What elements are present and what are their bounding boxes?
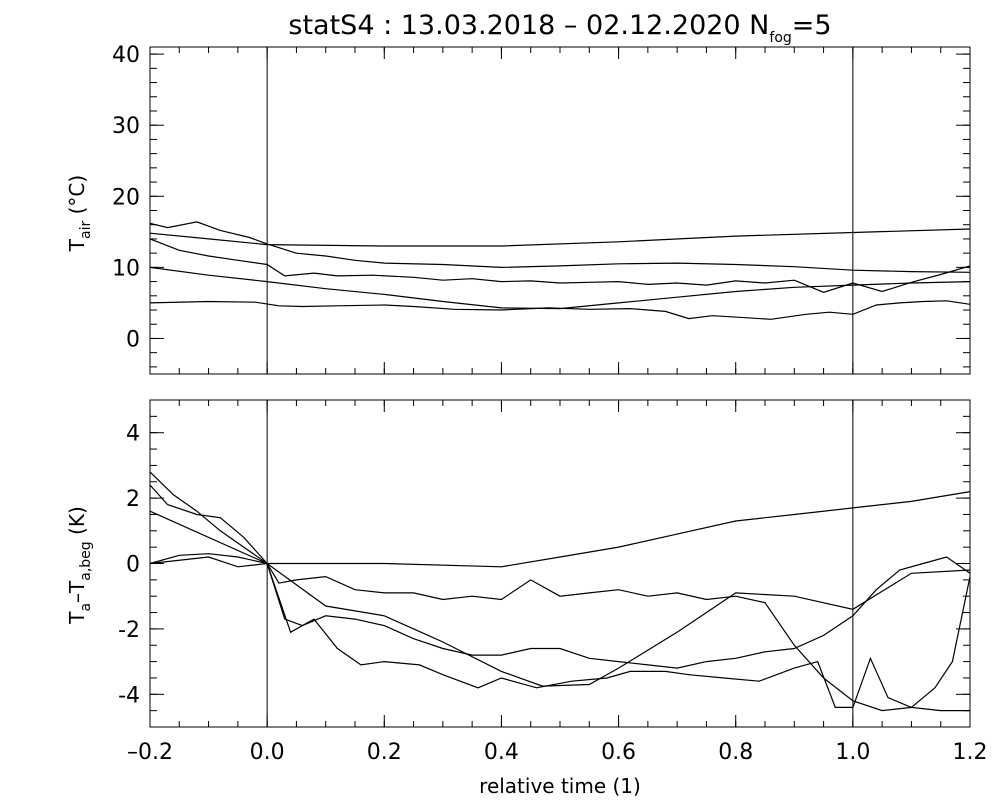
- y-tick-label: -4: [118, 683, 140, 708]
- y-axis-title-bottom: Ta–Ta,beg (K): [65, 506, 94, 625]
- y-tick-label: 30: [112, 114, 140, 139]
- y-axis-title-top: Tair (°C): [65, 175, 94, 252]
- series-line-5: [149, 300, 971, 320]
- x-tick-label: 0.8: [718, 740, 753, 765]
- y-tick-label: 10: [112, 256, 140, 281]
- series-line-1: [149, 228, 971, 247]
- title-main: statS4 : 13.03.2018 – 02.12.2020 N: [288, 10, 769, 41]
- reference-lines-top: [266, 47, 854, 374]
- series-line-2: [149, 221, 971, 273]
- y-tick-label: 4: [126, 422, 140, 447]
- y-tick-label: 2: [126, 487, 140, 512]
- ticks-top: [149, 47, 971, 374]
- x-tick-labels: –0.2 0.0 0.2 0.4 0.6 0.8 1.0 1.2: [127, 740, 988, 765]
- x-tick-label: –0.2: [127, 740, 173, 765]
- chart-title: statS4 : 13.03.2018 – 02.12.2020 Nfog=5: [288, 10, 831, 46]
- y-tick-label: -2: [118, 618, 140, 643]
- series-group-bottom: [149, 471, 971, 712]
- y-tick-labels-top: 0 10 20 30 40: [112, 43, 140, 352]
- series-line-3: [149, 484, 971, 669]
- x-tick-label: 0.2: [367, 740, 402, 765]
- series-line-2: [149, 510, 971, 687]
- series-line-4: [149, 471, 971, 709]
- title-end: =5: [792, 10, 832, 41]
- y-tick-label: 20: [112, 185, 140, 210]
- y-tick-label: 40: [112, 43, 140, 68]
- series-line-4: [149, 266, 971, 310]
- x-tick-label: 1.2: [953, 740, 988, 765]
- title-subscript: fog: [769, 30, 791, 46]
- panel-temperature-difference: -4 -2 0 2 4 –0.2 0.0 0.2 0.4 0.6 0.8 1.0 1.2 Ta–Ta,…: [65, 399, 988, 765]
- plot-frame-top: [149, 46, 971, 375]
- x-tick-label: 0.4: [484, 740, 519, 765]
- series-line-5: [149, 556, 970, 712]
- x-tick-label: 0.6: [601, 740, 636, 765]
- panel-air-temperature: 0 10 20 30 40 Tair (°C): [65, 43, 971, 375]
- series-group-top: [149, 221, 971, 320]
- x-axis-title: relative time (1): [479, 774, 641, 798]
- x-tick-label: 0.0: [250, 740, 285, 765]
- x-tick-label: 1.0: [835, 740, 870, 765]
- y-tick-labels-bottom: -4 -2 0 2 4: [118, 422, 140, 709]
- y-tick-label: 0: [126, 327, 140, 352]
- series-line-1: [149, 491, 971, 568]
- series-line-3: [149, 238, 971, 293]
- y-tick-label: 0: [126, 553, 140, 578]
